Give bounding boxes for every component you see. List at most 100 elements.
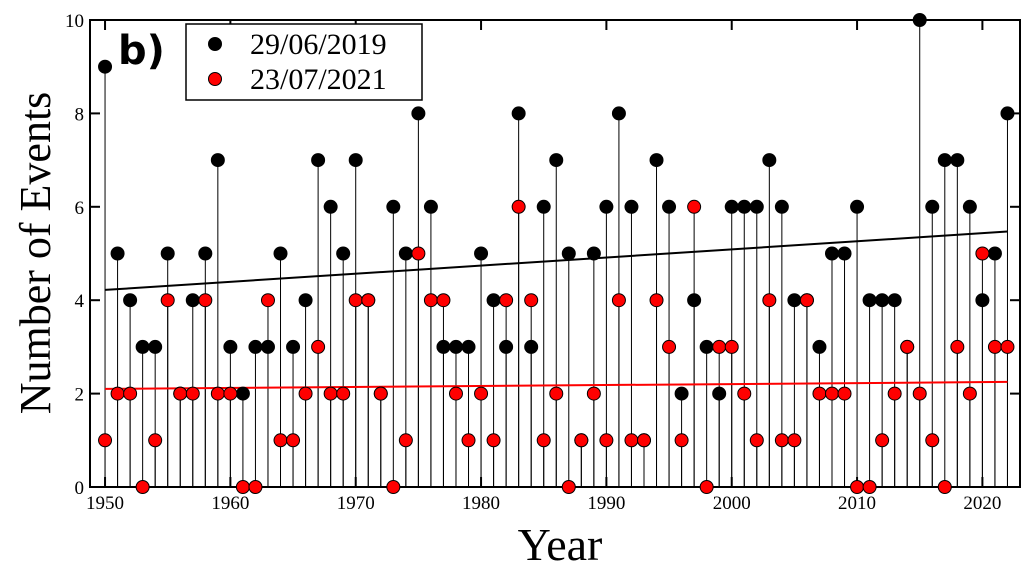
point	[160, 246, 175, 261]
point	[260, 339, 275, 354]
x-tick-label: 2020	[963, 493, 1001, 514]
point	[223, 386, 238, 401]
point	[887, 293, 902, 308]
point	[674, 433, 689, 448]
point	[323, 199, 338, 214]
point	[624, 199, 639, 214]
point	[348, 153, 363, 168]
point	[824, 386, 839, 401]
point	[599, 199, 614, 214]
point	[925, 199, 940, 214]
point	[499, 293, 514, 308]
point	[712, 339, 727, 354]
point	[474, 246, 489, 261]
point	[135, 480, 150, 494]
legend-marker	[208, 72, 222, 86]
point	[311, 153, 326, 168]
point	[123, 293, 138, 308]
point	[987, 339, 1002, 354]
point	[737, 386, 752, 401]
x-tick-label: 2000	[713, 493, 751, 514]
legend-label: 23/07/2021	[250, 63, 387, 96]
point	[762, 293, 777, 308]
point	[123, 386, 138, 401]
point	[286, 339, 301, 354]
point	[173, 386, 188, 401]
x-tick-label: 1990	[587, 493, 625, 514]
point	[511, 199, 526, 214]
point	[98, 59, 113, 74]
point	[524, 339, 539, 354]
point	[762, 153, 777, 168]
point	[524, 293, 539, 308]
point	[98, 433, 113, 448]
point	[586, 386, 601, 401]
point	[549, 386, 564, 401]
point	[286, 433, 301, 448]
point	[900, 339, 915, 354]
y-tick-label: 8	[75, 104, 85, 125]
point	[937, 480, 952, 494]
point	[423, 293, 438, 308]
point	[561, 480, 576, 494]
point	[975, 246, 990, 261]
point	[636, 433, 651, 448]
y-axis-label: Number of Events	[11, 92, 60, 415]
point	[423, 199, 438, 214]
point	[298, 293, 313, 308]
point	[962, 386, 977, 401]
point	[699, 339, 714, 354]
point	[348, 293, 363, 308]
point	[398, 246, 413, 261]
point	[260, 293, 275, 308]
point	[235, 480, 250, 494]
point	[486, 293, 501, 308]
point	[110, 246, 125, 261]
point	[824, 246, 839, 261]
x-axis-label: Year	[518, 519, 603, 570]
point	[737, 199, 752, 214]
point	[975, 293, 990, 308]
point	[887, 386, 902, 401]
x-tick-label: 1980	[462, 493, 500, 514]
point	[925, 433, 940, 448]
plot-frame	[89, 19, 1021, 488]
point	[386, 199, 401, 214]
point	[962, 199, 977, 214]
point	[599, 433, 614, 448]
trend-line	[105, 380, 1008, 390]
point	[724, 199, 739, 214]
point	[411, 106, 426, 121]
y-tick-label: 0	[75, 478, 85, 499]
y-tick-label: 4	[75, 291, 85, 312]
point	[323, 386, 338, 401]
point	[248, 339, 263, 354]
point	[611, 293, 626, 308]
point	[536, 199, 551, 214]
point	[436, 293, 451, 308]
point	[875, 293, 890, 308]
point	[398, 433, 413, 448]
point	[148, 433, 163, 448]
point	[198, 246, 213, 261]
point	[185, 386, 200, 401]
point	[662, 199, 677, 214]
point	[862, 293, 877, 308]
point	[336, 246, 351, 261]
point	[912, 13, 927, 27]
point	[611, 106, 626, 121]
point	[624, 433, 639, 448]
point	[774, 433, 789, 448]
point	[210, 386, 225, 401]
point	[749, 199, 764, 214]
point	[787, 293, 802, 308]
point	[148, 339, 163, 354]
point	[461, 433, 476, 448]
point	[185, 293, 200, 308]
point	[298, 386, 313, 401]
point	[950, 339, 965, 354]
point	[461, 339, 476, 354]
point	[812, 339, 827, 354]
trend-line	[104, 230, 1008, 291]
